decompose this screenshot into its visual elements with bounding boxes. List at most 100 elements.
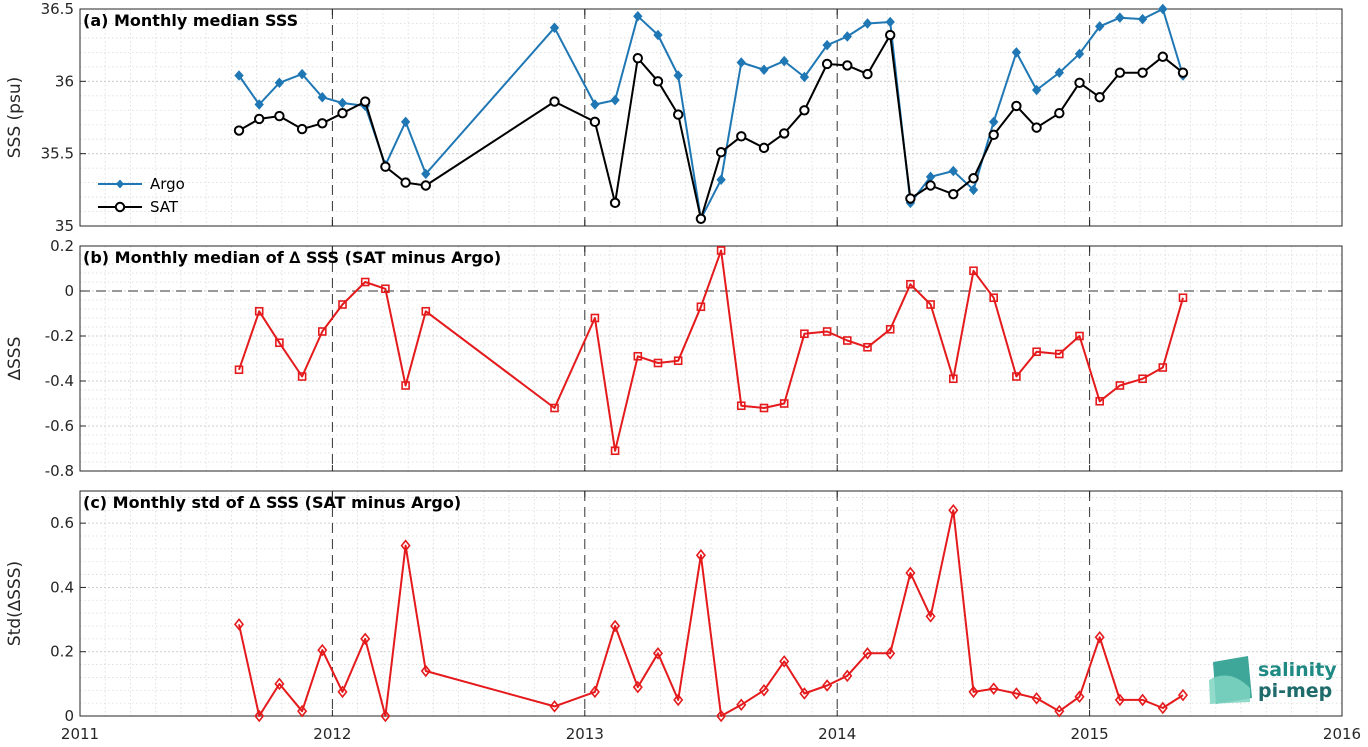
data-point	[948, 504, 959, 517]
data-point	[421, 168, 431, 180]
y-tick-label: 0	[64, 707, 74, 725]
data-point	[758, 142, 770, 154]
data-point	[925, 610, 936, 623]
data-point	[297, 372, 307, 381]
x-tick-label: 2013	[566, 725, 604, 743]
data-point	[885, 324, 895, 334]
data-point	[297, 704, 308, 718]
data-point	[779, 399, 789, 408]
data-point	[1094, 92, 1105, 103]
data-point	[949, 374, 958, 384]
data-point	[1158, 363, 1168, 372]
data-point	[716, 174, 726, 185]
data-point	[1157, 51, 1168, 62]
data-point	[758, 684, 770, 697]
data-point	[673, 693, 684, 707]
panel-title: (b) Monthly median of ∆ SSS (SAT minus A…	[83, 248, 501, 267]
data-point	[1095, 396, 1104, 406]
data-point	[610, 619, 621, 633]
y-axis-label: ∆SSS	[5, 337, 25, 382]
data-point	[863, 342, 872, 352]
data-point	[673, 356, 683, 366]
legend-label: Argo	[150, 175, 185, 193]
data-point	[274, 110, 285, 122]
data-point	[1054, 704, 1065, 718]
data-point	[1177, 688, 1189, 702]
data-point	[337, 107, 348, 119]
data-point	[822, 327, 832, 336]
data-point	[380, 709, 391, 723]
data-point	[234, 365, 244, 375]
data-point	[716, 709, 727, 723]
data-point	[1115, 381, 1125, 390]
data-point	[653, 358, 663, 368]
data-point	[1032, 347, 1041, 357]
x-tick-label: 2014	[818, 725, 856, 743]
data-point	[672, 109, 684, 120]
data-point	[842, 60, 853, 71]
data-point	[632, 680, 643, 694]
data-point	[421, 306, 431, 316]
data-point	[338, 300, 347, 309]
data-point	[695, 549, 706, 562]
data-point	[695, 213, 707, 224]
axes-box	[79, 8, 1343, 227]
panel-1	[79, 245, 1343, 472]
x-tick-label: 2011	[61, 725, 99, 743]
data-point	[420, 664, 431, 678]
data-point	[905, 566, 916, 580]
data-point	[736, 698, 747, 712]
logo-text-pimep: pi-mep	[1258, 680, 1332, 702]
data-point	[318, 327, 327, 336]
data-point	[1012, 372, 1021, 381]
x-tick-label: 2015	[1071, 725, 1109, 743]
panel-2	[79, 490, 1343, 723]
x-tick-label: 2012	[313, 725, 351, 743]
legend-label: SAT	[150, 198, 179, 216]
data-point	[905, 193, 916, 204]
data-point	[989, 116, 999, 128]
data-point	[885, 647, 896, 660]
data-point	[233, 125, 245, 136]
data-point	[652, 647, 664, 660]
data-point	[652, 76, 664, 87]
data-point	[736, 57, 746, 68]
data-point	[590, 99, 600, 110]
data-point	[549, 22, 560, 34]
data-point	[254, 99, 264, 110]
y-tick-label: 36	[55, 72, 74, 90]
logo-text-salinity: salinity	[1258, 659, 1337, 681]
data-point	[1075, 331, 1084, 341]
data-point	[1011, 687, 1022, 700]
data-point	[736, 131, 747, 142]
data-point	[1158, 3, 1168, 15]
data-point	[736, 401, 746, 411]
data-point	[799, 105, 810, 116]
data-point	[759, 64, 769, 76]
y-tick-label: 0.2	[50, 237, 74, 255]
data-point	[550, 403, 559, 413]
data-point	[296, 123, 308, 135]
data-point	[589, 685, 600, 699]
data-point	[1054, 67, 1064, 78]
data-point	[1031, 122, 1042, 133]
data-point	[969, 266, 978, 276]
data-point	[1074, 48, 1085, 60]
data-point	[988, 129, 999, 141]
legend: Argo SAT	[98, 175, 185, 216]
data-point	[906, 279, 915, 289]
data-point	[589, 116, 601, 128]
y-tick-label: 0.6	[50, 514, 74, 532]
y-tick-label: -0.2	[45, 327, 74, 345]
data-point	[274, 677, 285, 691]
data-point	[926, 300, 935, 309]
y-tick-label: 0.4	[50, 578, 74, 596]
data-point	[549, 700, 560, 713]
data-point	[988, 682, 999, 695]
data-point	[401, 381, 410, 390]
data-point	[1115, 12, 1125, 23]
legend-marker	[116, 179, 124, 189]
series-line-delta	[238, 509, 1184, 717]
data-point	[799, 687, 810, 700]
